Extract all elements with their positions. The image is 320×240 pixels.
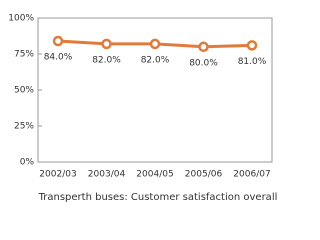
- data-label: 82.0%: [92, 55, 121, 65]
- chart: Transperth buses: Customer satisfaction …: [8, 14, 278, 204]
- x-tick-label: 2004/05: [136, 170, 173, 180]
- x-tick-label: 2002/03: [39, 170, 76, 180]
- data-label: 80.0%: [189, 58, 218, 68]
- point: [198, 41, 209, 53]
- point: [149, 38, 161, 50]
- data-label: 81.0%: [238, 57, 267, 67]
- y-tick-label: 75%: [14, 50, 34, 60]
- x-tick-label: 2005/06: [185, 170, 223, 180]
- data-label: 84.0%: [44, 53, 73, 63]
- y-tick-label: 100%: [8, 14, 34, 24]
- data-label: 82.0%: [141, 55, 170, 65]
- y-tick-label: 25%: [14, 122, 34, 132]
- point: [52, 35, 64, 47]
- point: [246, 40, 258, 51]
- y-tick-label: 0%: [20, 158, 35, 168]
- x-tick-label: 2003/04: [88, 170, 126, 180]
- chart-title: Transperth buses: Customer satisfaction …: [38, 192, 278, 203]
- point: [101, 38, 112, 50]
- y-tick-label: 50%: [14, 86, 34, 96]
- x-tick-label: 2006/07: [233, 170, 270, 180]
